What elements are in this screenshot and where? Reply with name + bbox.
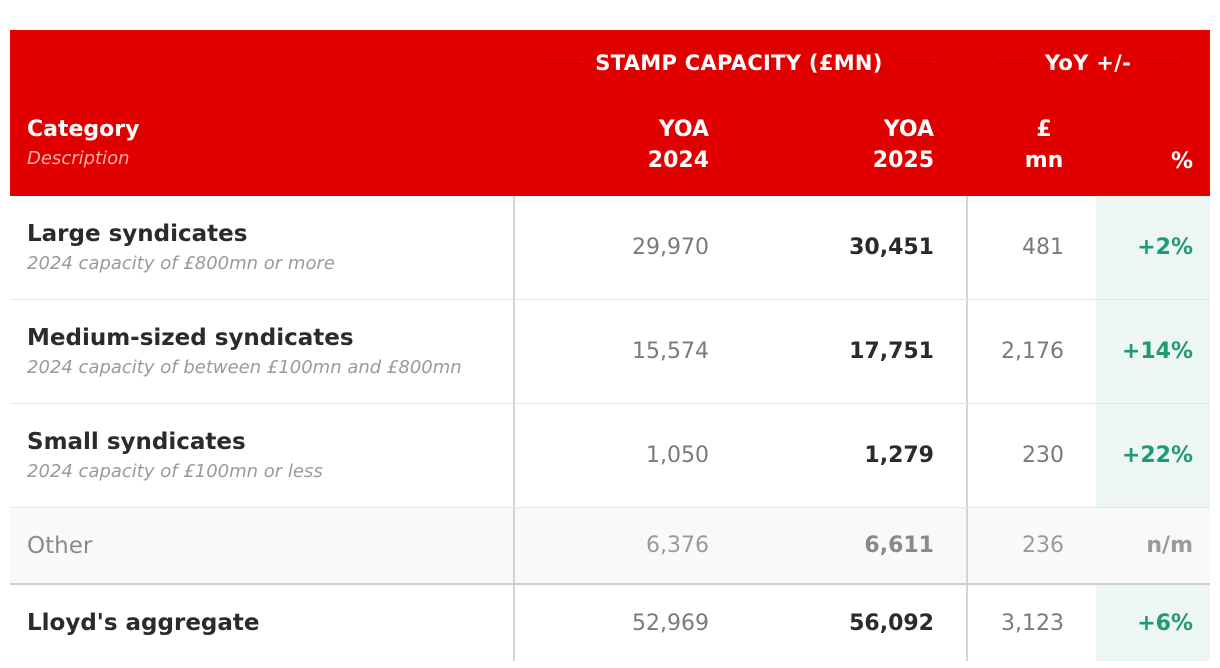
column-divider [966,508,968,583]
category-name: Small syndicates [27,428,246,455]
yoa-2025-header-line2: 2025 [872,148,934,173]
column-divider [966,300,968,403]
divider [896,62,933,64]
table-header: STAMP CAPACITY (£MN) YoY +/- Category De… [10,30,1210,196]
yoa-2024-header-line1: YOA [658,117,709,142]
category-cell: Large syndicates 2024 capacity of £800mn… [10,196,515,299]
divider [545,62,582,64]
table-row: Other 6,376 6,611 236 n/m [10,508,1210,585]
category-cell: Other [10,508,515,583]
yoa-2025-value: 30,451 [849,235,934,260]
yoy-pct-column-header: % [1170,149,1193,174]
yoa-2024-value: 6,376 [646,533,709,558]
category-description: 2024 capacity of £800mn or more [27,252,335,274]
table-row: Medium-sized syndicates 2024 capacity of… [10,300,1210,404]
yoy-mn-header-line2: mn [1024,148,1064,173]
yoa-2024-value: 52,969 [632,610,709,636]
column-divider [966,404,968,507]
yoy-pct-value: +14% [1096,300,1210,403]
category-name: Large syndicates [27,220,248,247]
yoy-mn-header-line1: £ [1036,117,1052,142]
yoy-pct-value: +6% [1096,585,1210,661]
divider [1145,62,1178,64]
yoy-mn-value: 3,123 [1001,610,1064,636]
yoa-2025-value: 17,751 [849,339,934,364]
yoy-mn-value: 230 [1022,443,1064,468]
column-divider [966,196,968,299]
category-description: 2024 capacity of £100mn or less [27,460,323,482]
category-column-header: Category [27,117,140,142]
yoa-2025-value: 6,611 [864,533,934,558]
category-name: Other [27,532,93,559]
yoy-mn-column-header: £ mn [1024,114,1064,176]
stamp-capacity-label: STAMP CAPACITY (£MN) [595,51,883,75]
table-row: Small syndicates 2024 capacity of £100mn… [10,404,1210,508]
category-name: Lloyd's aggregate [27,610,260,636]
capacity-table: STAMP CAPACITY (£MN) YoY +/- Category De… [10,30,1210,661]
divider [998,62,1031,64]
yoa-2025-column-header: YOA 2025 [873,114,934,176]
category-cell: Medium-sized syndicates 2024 capacity of… [10,300,515,403]
yoa-2024-header-line2: 2024 [647,148,709,173]
yoy-label: YoY +/- [1044,51,1132,75]
category-cell: Lloyd's aggregate [10,585,515,661]
category-cell: Small syndicates 2024 capacity of £100mn… [10,404,515,507]
column-divider [966,585,968,661]
yoa-2025-header-line1: YOA [883,117,934,142]
yoy-pct-value: +22% [1096,404,1210,507]
yoy-group-header: YoY +/- [998,50,1178,76]
yoy-mn-value: 2,176 [1001,339,1064,364]
yoy-pct-value: +2% [1096,196,1210,299]
yoy-pct-value: n/m [1096,508,1210,583]
yoy-mn-value: 236 [1022,533,1064,558]
yoa-2024-value: 29,970 [632,235,709,260]
yoa-2024-value: 15,574 [632,339,709,364]
description-column-header: Description [27,148,130,169]
stamp-capacity-group-header: STAMP CAPACITY (£MN) [545,50,933,76]
yoa-2025-value: 1,279 [864,443,934,468]
category-description: 2024 capacity of between £100mn and £800… [27,356,462,378]
table-row-total: Lloyd's aggregate 52,969 56,092 3,123 +6… [10,585,1210,661]
table-body: Large syndicates 2024 capacity of £800mn… [10,196,1210,661]
yoa-2025-value: 56,092 [849,610,934,636]
table-row: Large syndicates 2024 capacity of £800mn… [10,196,1210,300]
yoa-2024-column-header: YOA 2024 [648,114,709,176]
yoy-mn-value: 481 [1022,235,1064,260]
yoa-2024-value: 1,050 [646,443,709,468]
category-name: Medium-sized syndicates [27,324,354,351]
